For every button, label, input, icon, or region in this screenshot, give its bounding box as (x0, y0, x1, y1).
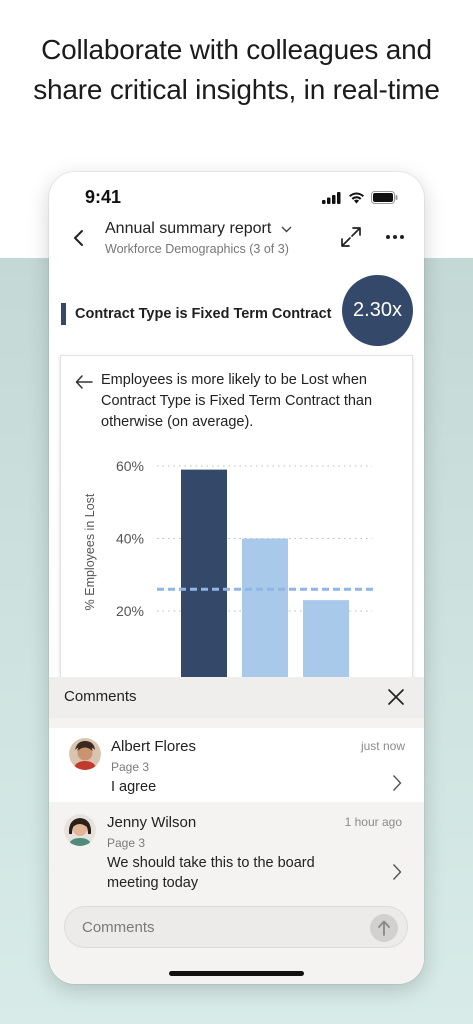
comment-item[interactable]: Albert Flores just now Page 3 I agree (49, 728, 424, 802)
send-button[interactable] (370, 914, 398, 942)
comment-text: I agree (111, 779, 157, 795)
report-title-dropdown[interactable]: Annual summary report (105, 220, 292, 238)
marketing-headline: Collaborate with colleagues and share cr… (33, 34, 440, 105)
bar-chart: 60% 40% 20% % Employees in Lost (83, 458, 376, 682)
app-bar: Annual summary report Workforce Demograp… (49, 216, 424, 262)
comment-page: Page 3 (107, 836, 146, 850)
comment-author: Jenny Wilson (107, 814, 197, 831)
battery-icon (371, 191, 398, 204)
chevron-right-icon (392, 864, 402, 880)
close-icon[interactable] (387, 688, 405, 706)
comment-time: 1 hour ago (344, 815, 402, 829)
bar (303, 600, 349, 682)
insight-description: Employees is more likely to be Lost when… (101, 372, 373, 430)
bar (181, 469, 227, 682)
y-tick-label: 20% (116, 603, 144, 619)
comment-time: just now (360, 739, 405, 753)
comment-item[interactable]: Jenny Wilson 1 hour ago Page 3 We should… (49, 805, 424, 901)
comments-panel: Comments Albert Flores just now Page 3 I… (49, 677, 424, 984)
report-title: Annual summary report (105, 220, 272, 237)
wifi-icon (349, 192, 364, 203)
y-tick-label: 60% (116, 458, 144, 474)
comment-author: Albert Flores (111, 738, 197, 755)
status-time: 9:41 (85, 187, 122, 207)
status-bar: 9:41 (49, 172, 424, 220)
more-icon[interactable] (385, 232, 405, 242)
back-icon[interactable] (67, 226, 91, 250)
y-tick-label: 40% (116, 531, 144, 547)
ratio-badge: 2.30x (342, 275, 413, 346)
insight-card (60, 355, 413, 685)
status-icons (322, 191, 398, 204)
send-arrow-icon (378, 920, 390, 936)
insight-title: Contract Type is Fixed Term Contract (61, 303, 331, 325)
report-subtitle: Workforce Demographics (3 of 3) (105, 242, 289, 256)
expand-icon[interactable] (340, 226, 362, 248)
avatar (64, 814, 96, 846)
phone-frame: 9:41 Annual summary rep (49, 172, 424, 984)
signal-icon (322, 191, 341, 204)
chevron-down-icon (281, 226, 292, 232)
avatar (69, 738, 101, 770)
comments-header: Comments (49, 677, 424, 718)
comment-page: Page 3 (111, 760, 150, 774)
y-axis-label: % Employees in Lost (83, 493, 97, 610)
comment-input[interactable] (64, 906, 408, 948)
chevron-right-icon (392, 775, 402, 791)
home-indicator (169, 971, 304, 976)
comments-title: Comments (64, 688, 137, 705)
comment-text: We should take this to the board meeting… (107, 855, 315, 891)
bar (242, 538, 288, 682)
arrow-left-icon[interactable] (75, 375, 93, 389)
